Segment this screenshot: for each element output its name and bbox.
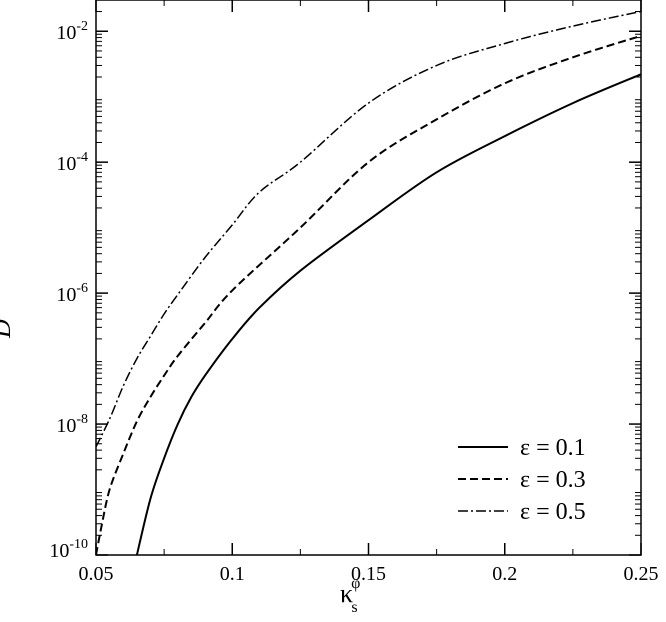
legend-label-1: ε = 0.3	[520, 467, 586, 493]
series-line-0	[135, 73, 641, 555]
x-axis-label-main: κ	[340, 579, 353, 608]
ticks	[95, 0, 642, 556]
y-tick-label: 10-6	[56, 281, 88, 306]
legend-label-0: ε = 0.1	[520, 435, 586, 461]
series-lines	[96, 10, 641, 555]
legend-entry-2: ε = 0.5	[458, 499, 586, 525]
x-axis-label-sup: φ	[351, 575, 360, 592]
x-tick-label: 0.2	[492, 563, 517, 585]
y-tick-label: 10-10	[49, 537, 88, 562]
y-axis-label-main: D	[0, 319, 16, 339]
y-axis-label: D2	[0, 311, 16, 339]
x-tick-label: 0.05	[79, 563, 114, 585]
y-tick-label: 10-8	[56, 412, 88, 437]
y-tick-label: 10-2	[56, 19, 88, 44]
x-axis-label-sub: s	[351, 599, 357, 616]
x-tick-label: 0.25	[624, 563, 659, 585]
series-line-2	[96, 10, 641, 448]
x-tick-label: 0.15	[351, 563, 386, 585]
legend-entry-0: ε = 0.1	[458, 435, 586, 461]
y-axis-label-sup: 2	[0, 311, 4, 319]
legend-entry-1: ε = 0.3	[458, 467, 586, 493]
tick-labels: 0.05 0.1 0.15 0.2 0.25 10-10 10-8 10-6 10-4 10-2	[49, 19, 658, 585]
y-tick-label: 10-4	[56, 150, 88, 175]
x-tick-label: 0.1	[220, 563, 245, 585]
x-axis-label: κφ s	[340, 575, 360, 616]
series-line-1	[96, 34, 641, 555]
legend: ε = 0.1 ε = 0.3 ε = 0.5	[458, 435, 586, 525]
legend-label-2: ε = 0.5	[520, 499, 586, 525]
